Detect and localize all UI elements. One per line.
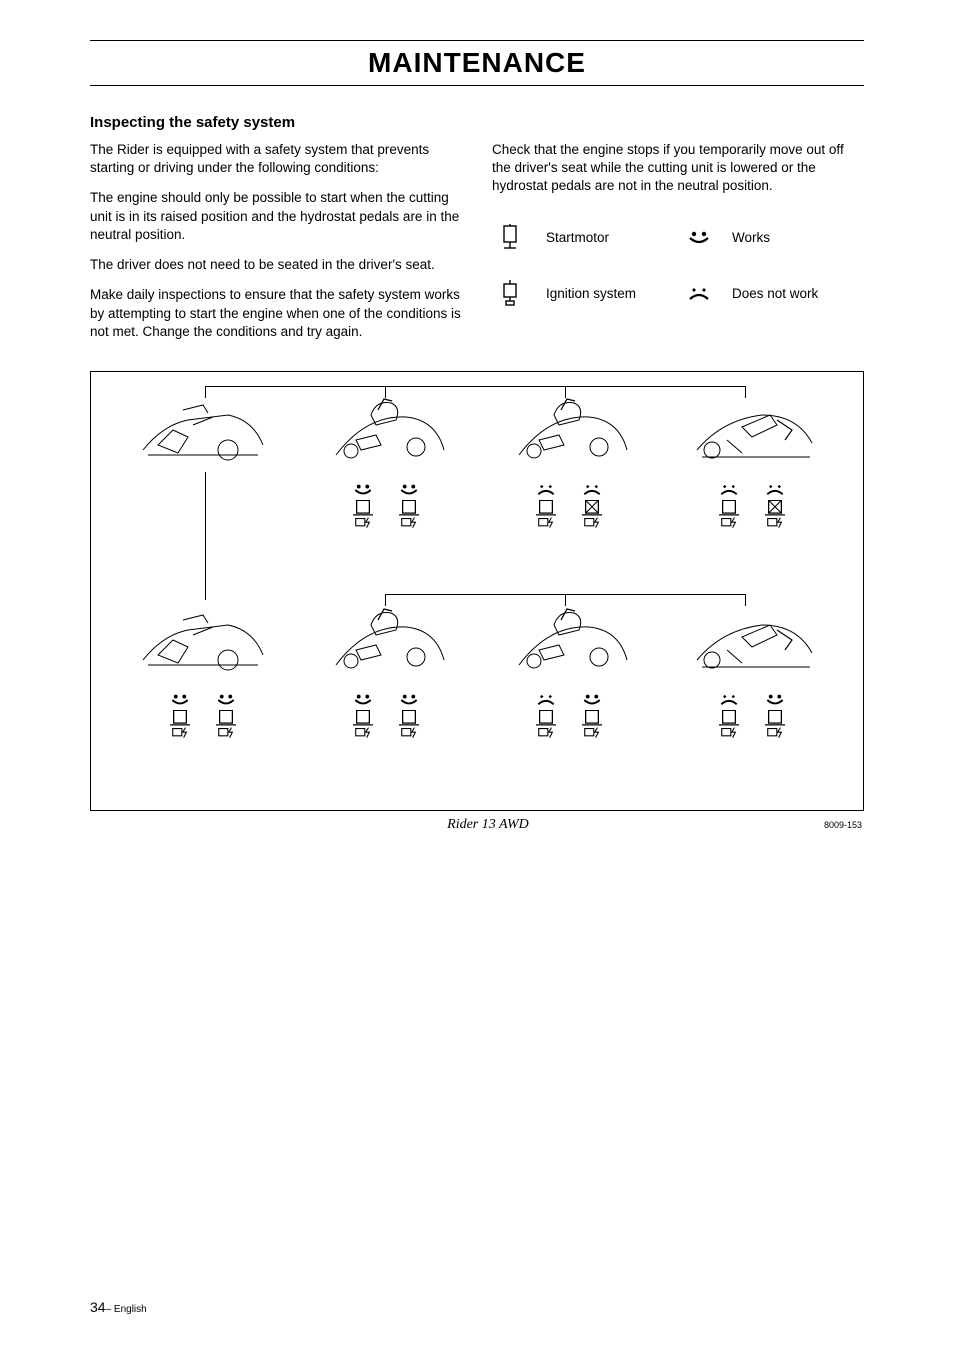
right-column: Check that the engine stops if you tempo… xyxy=(492,141,864,353)
scenario xyxy=(477,600,660,738)
scene-lever-icon xyxy=(133,600,273,680)
indicator xyxy=(352,694,374,738)
page-number: 34 xyxy=(90,1299,106,1315)
indicator xyxy=(535,484,557,528)
legend-row: Startmotor Works xyxy=(492,224,864,252)
indicator xyxy=(718,484,740,528)
figure-caption: Rider 13 AWD xyxy=(152,817,824,833)
legend-label: Startmotor xyxy=(546,230,666,245)
works-icon xyxy=(684,231,714,245)
scene-seat-icon xyxy=(499,390,639,470)
page-footer: 34– English xyxy=(90,1299,147,1315)
scene-lever-icon xyxy=(133,390,273,470)
scenario xyxy=(294,600,477,738)
safety-diagram xyxy=(90,371,864,811)
scene-seat-icon xyxy=(316,390,456,470)
scene-pedal-icon xyxy=(682,600,822,680)
scenario xyxy=(660,390,843,528)
para: Make daily inspections to ensure that th… xyxy=(90,286,462,341)
content-region: Inspecting the safety system The Rider i… xyxy=(90,114,864,833)
scene-pedal-icon xyxy=(682,390,822,470)
indicator xyxy=(718,694,740,738)
legend: Startmotor Works Ignition system Does no… xyxy=(492,224,864,308)
figure-id: 8009-153 xyxy=(824,820,862,830)
legend-row: Ignition system Does not work xyxy=(492,280,864,308)
indicator xyxy=(398,484,420,528)
left-column: The Rider is equipped with a safety syst… xyxy=(90,141,462,353)
indicator xyxy=(581,694,603,738)
para: Check that the engine stops if you tempo… xyxy=(492,141,864,196)
para: The Rider is equipped with a safety syst… xyxy=(90,141,462,177)
indicator xyxy=(215,694,237,738)
para: The driver does not need to be seated in… xyxy=(90,256,462,274)
scene-seat-icon xyxy=(499,600,639,680)
indicator xyxy=(764,484,786,528)
scenario xyxy=(477,390,660,528)
startmotor-icon xyxy=(492,224,528,252)
scene-seat-icon xyxy=(316,600,456,680)
indicator xyxy=(764,694,786,738)
indicator xyxy=(169,694,191,738)
indicator xyxy=(535,694,557,738)
legend-label: Ignition system xyxy=(546,286,666,301)
scenario xyxy=(111,390,294,528)
scenario xyxy=(660,600,843,738)
indicator xyxy=(581,484,603,528)
scenario xyxy=(294,390,477,528)
page-title: MAINTENANCE xyxy=(90,43,864,83)
section-heading: Inspecting the safety system xyxy=(90,114,864,131)
indicator xyxy=(352,484,374,528)
para: The engine should only be possible to st… xyxy=(90,189,462,244)
ignition-icon xyxy=(492,280,528,308)
indicator xyxy=(398,694,420,738)
legend-status: Works xyxy=(732,230,770,245)
notwork-icon xyxy=(684,287,714,301)
legend-status: Does not work xyxy=(732,286,818,301)
footer-lang: – English xyxy=(106,1304,147,1315)
scenario xyxy=(111,600,294,738)
